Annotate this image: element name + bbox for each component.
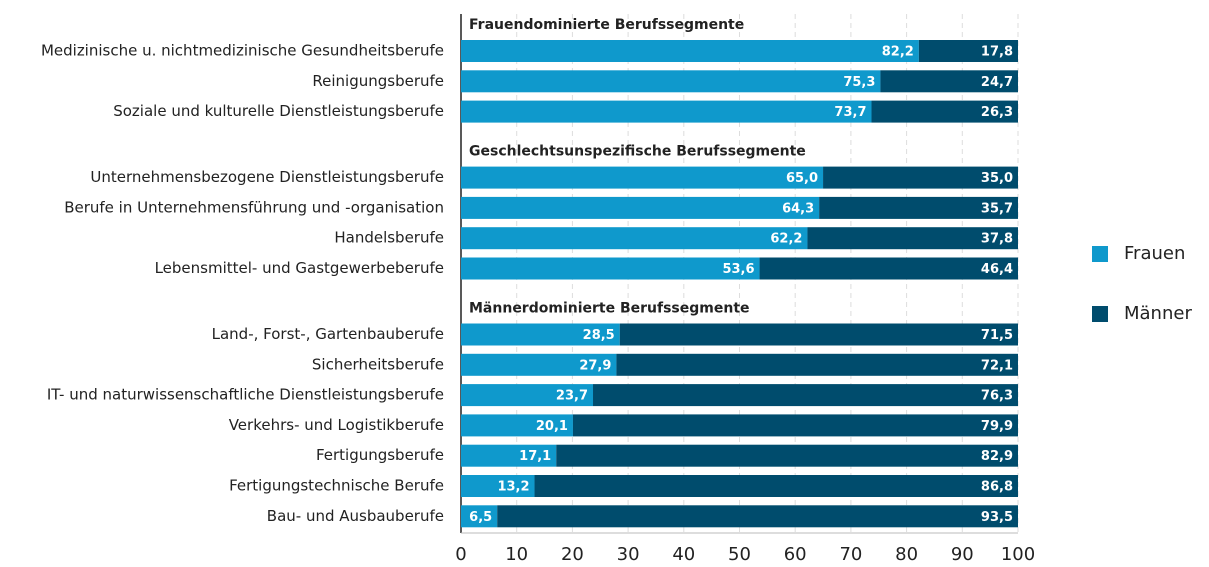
value-label: 53,6 [722, 262, 754, 277]
bar-segment [619, 323, 1018, 346]
bar-segment [918, 40, 1018, 62]
bar-segment [461, 505, 498, 528]
value-label: 82,9 [981, 449, 1013, 464]
category-label: Sicherheitsberufe [312, 355, 444, 373]
value-label: 37,8 [981, 232, 1013, 247]
value-label: 13,2 [497, 480, 529, 495]
x-tick-label: 70 [839, 544, 862, 565]
value-label: 35,7 [981, 201, 1013, 216]
value-label: 76,3 [981, 389, 1013, 404]
x-tick-label: 100 [1001, 544, 1035, 565]
value-label: 72,1 [981, 358, 1013, 373]
bar-segment [461, 384, 594, 407]
category-label: Medizinische u. nichtmedizinische Gesund… [41, 42, 444, 60]
bar-segment [461, 100, 872, 123]
bar-segment [461, 414, 573, 437]
bar-segment [461, 70, 881, 93]
bar-segment [461, 196, 820, 219]
bar-segment [759, 257, 1018, 280]
category-label: Reinigungsberufe [312, 72, 444, 90]
value-label: 64,3 [782, 201, 814, 216]
bar-segment [461, 475, 535, 497]
bar-segment [461, 257, 760, 280]
bar-segment [461, 444, 557, 467]
category-label: Lebensmittel- und Gastgewerbeberufe [155, 259, 444, 277]
category-label: Handelsberufe [334, 229, 444, 247]
value-label: 17,8 [981, 45, 1013, 60]
x-tick-label: 50 [728, 544, 751, 565]
legend-label: Männer [1124, 303, 1192, 324]
value-label: 46,4 [981, 262, 1013, 277]
x-tick-label: 10 [505, 544, 528, 565]
bar-segment [880, 70, 1018, 93]
group-title: Frauendominierte Berufssegmente [469, 17, 744, 33]
x-tick-label: 30 [617, 544, 640, 565]
x-tick-label: 80 [895, 544, 918, 565]
legend-swatch [1092, 306, 1108, 322]
x-tick-label: 60 [784, 544, 807, 565]
group-title: Geschlechtsunspezifische Berufssegmente [469, 144, 806, 160]
value-label: 20,1 [536, 419, 568, 434]
value-label: 17,1 [519, 449, 551, 464]
bar-segment [593, 384, 1018, 407]
bar-segment [807, 227, 1018, 250]
value-label: 71,5 [981, 328, 1013, 343]
x-tick-label: 40 [672, 544, 695, 565]
legend-label: Frauen [1124, 243, 1185, 264]
value-label: 27,9 [579, 358, 611, 373]
bar-segment [819, 196, 1018, 219]
bar-segment [534, 475, 1018, 497]
bar-segment [497, 505, 1019, 528]
x-tick-label: 20 [561, 544, 584, 565]
bar-segment [461, 166, 824, 189]
category-label: Berufe in Unternehmensführung und -organ… [64, 198, 444, 216]
category-label: Verkehrs- und Logistikberufe [229, 416, 444, 434]
legend-swatch [1092, 246, 1108, 262]
value-label: 79,9 [981, 419, 1013, 434]
value-label: 6,5 [469, 510, 492, 525]
value-label: 35,0 [981, 171, 1013, 186]
x-tick-label: 0 [455, 544, 466, 565]
x-tick-label: 90 [951, 544, 974, 565]
value-label: 24,7 [981, 75, 1013, 90]
category-label: Bau- und Ausbauberufe [267, 507, 444, 525]
value-label: 62,2 [770, 232, 802, 247]
value-label: 73,7 [834, 105, 866, 120]
category-label: Fertigungsberufe [316, 446, 444, 464]
value-label: 82,2 [882, 45, 914, 60]
value-label: 23,7 [556, 389, 588, 404]
value-label: 75,3 [843, 75, 875, 90]
category-label: Unternehmensbezogene Dienstleistungsberu… [90, 168, 444, 186]
bar-segment [461, 323, 620, 346]
category-label: Land-, Forst-, Gartenbauberufe [212, 325, 444, 343]
value-label: 28,5 [583, 328, 615, 343]
bar-segment [461, 40, 919, 62]
value-label: 65,0 [786, 171, 818, 186]
bar-segment [556, 444, 1018, 467]
bar-segment [461, 353, 617, 376]
bar-segment [871, 100, 1018, 123]
group-title: Männerdominierte Berufssegmente [469, 301, 750, 317]
value-label: 93,5 [981, 510, 1013, 525]
value-label: 86,8 [981, 480, 1013, 495]
value-label: 26,3 [981, 105, 1013, 120]
bar-segment [572, 414, 1018, 437]
bar-segment [616, 353, 1018, 376]
bar-segment [461, 227, 808, 250]
category-label: Soziale und kulturelle Dienstleistungsbe… [113, 102, 444, 120]
category-label: Fertigungstechnische Berufe [229, 477, 444, 495]
category-label: IT- und naturwissenschaftliche Dienstlei… [47, 386, 444, 404]
bar-segment [823, 166, 1018, 189]
